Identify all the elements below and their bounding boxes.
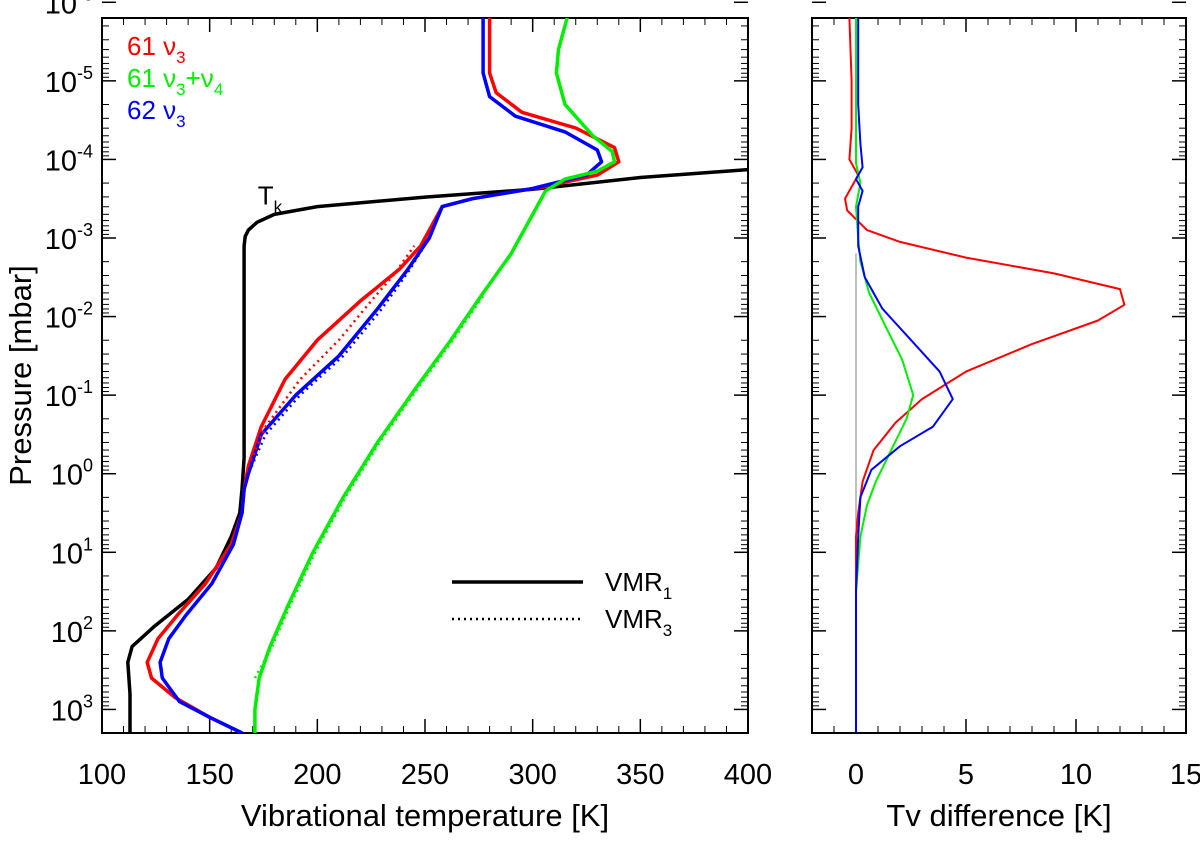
series-61-v3-v4 <box>253 18 617 733</box>
right-plot-frame <box>811 17 1187 734</box>
series-62-v3 <box>158 18 604 733</box>
x-tick-label: 100 <box>78 759 126 791</box>
style-legend-label: VMR3 <box>605 604 672 640</box>
y-tick-label: 10-3 <box>45 220 93 256</box>
series-61-v3-vmr3 <box>242 245 416 490</box>
x-tick-label: 5 <box>958 759 974 791</box>
x-tick-label: 0 <box>848 759 864 791</box>
x-tick-label: 10 <box>1060 759 1092 791</box>
x-tick-label: 300 <box>508 759 556 791</box>
y-tick-label: 10-2 <box>45 299 93 335</box>
x-axis-title: Vibrational temperature [K] <box>241 798 609 833</box>
y-tick-label: 10-4 <box>45 141 93 177</box>
style-legend-label: VMR1 <box>605 567 672 603</box>
right-plot: 0 5 10 15 Tv difference [K] <box>811 1 1200 833</box>
x-tick-label: 15 <box>1170 759 1200 791</box>
x-tick-label: 250 <box>401 759 449 791</box>
y-tick-label: 102 <box>51 613 93 649</box>
series-tk <box>126 167 748 733</box>
x-tick-label: 400 <box>724 759 772 791</box>
y-tick-label: 10-6 <box>45 0 93 20</box>
x-axis-title: Tv difference [K] <box>886 798 1111 833</box>
legend-entry: 61 ν3+ν4 <box>127 63 223 99</box>
x-tick-label: 150 <box>185 759 233 791</box>
legend-entry: 61 ν3 <box>127 31 186 67</box>
x-tick-label: 350 <box>616 759 664 791</box>
series-61-v3-v4 <box>855 18 915 733</box>
y-tick-label: 10-5 <box>45 63 93 99</box>
y-tick-label: 101 <box>51 534 93 570</box>
series-62-v3 <box>855 18 954 733</box>
y-tick-label: 103 <box>51 691 93 727</box>
x-tick-label: 200 <box>293 759 341 791</box>
y-tick-label: 10-1 <box>45 377 93 413</box>
y-tick-label: 100 <box>51 456 93 492</box>
y-axis-title: Pressure [mbar] <box>3 265 38 486</box>
series-61-v3-v4-vmr3 <box>253 292 487 679</box>
tk-annotation: Tk <box>258 181 283 217</box>
left-plot: 100 150 200 250 300 350 400 Vibrational tempera… <box>3 0 772 833</box>
series-62-v3-vmr3 <box>242 237 431 490</box>
legend-entry: 62 ν3 <box>127 95 186 131</box>
